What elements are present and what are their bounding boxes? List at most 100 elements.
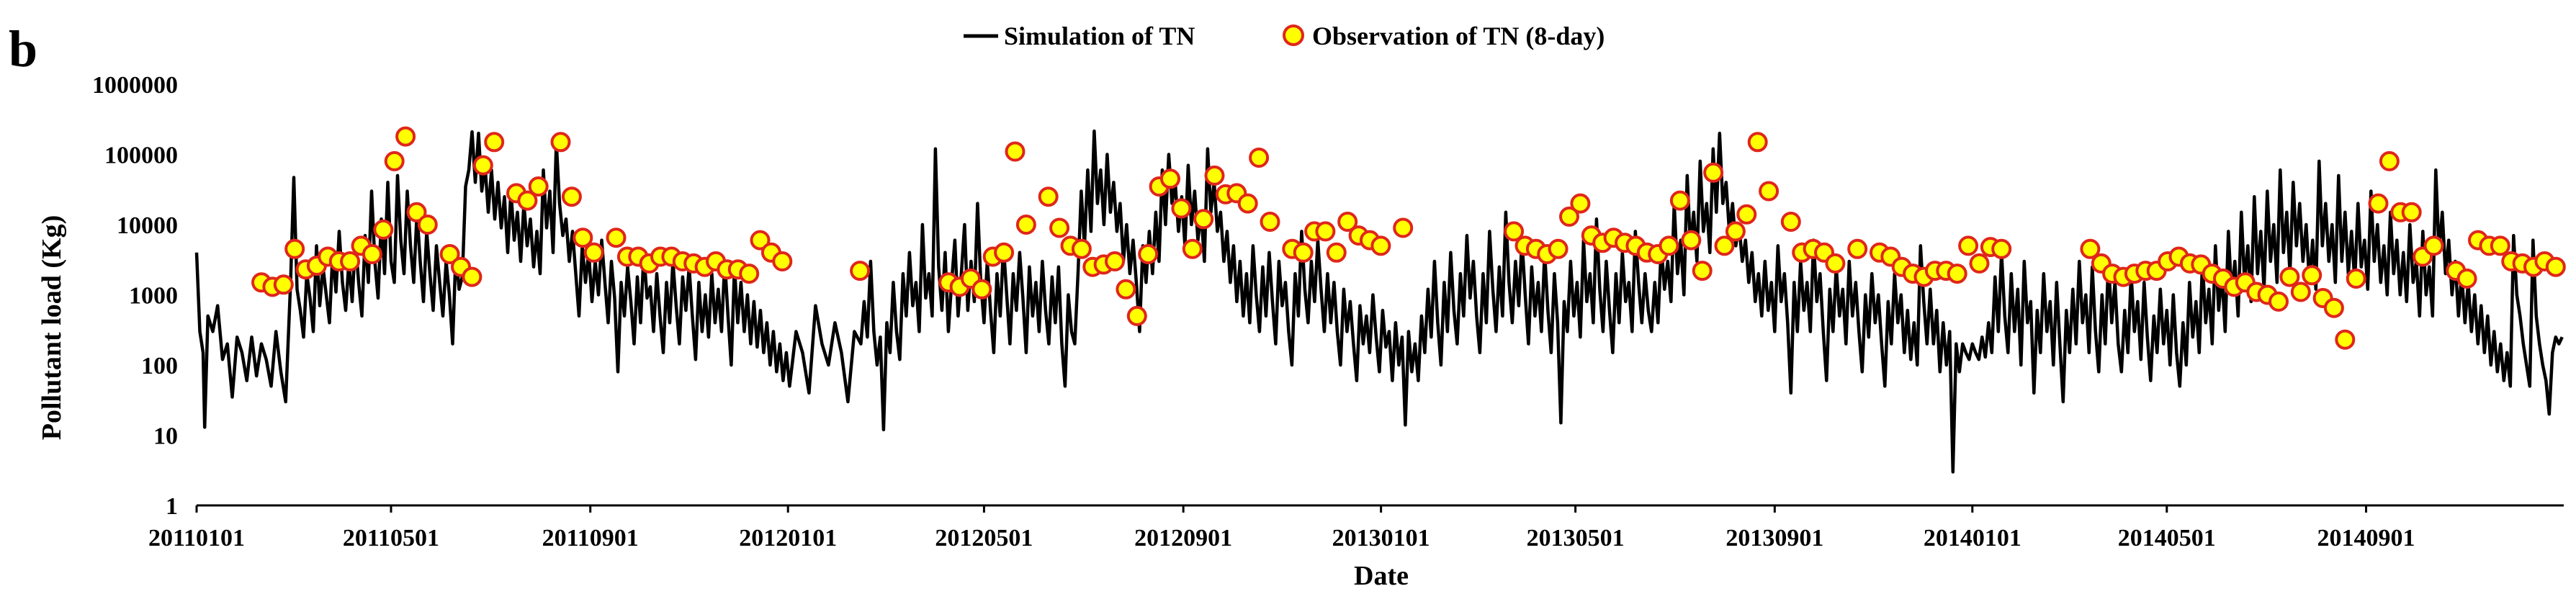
y-axis-label: Pollutant load (Kg) [37,215,67,440]
observation-point [1659,235,1679,256]
observation-point [2401,202,2422,222]
observation-point [1105,251,1125,271]
observation-point [395,126,416,147]
observation-point [1570,193,1591,214]
y-tick-label: 100 [141,353,178,379]
observation-point [1116,279,1136,300]
observation-point [1138,244,1159,264]
observation-point [2323,297,2344,318]
observation-point [384,150,405,171]
x-tick-label: 20130101 [1332,525,1430,551]
observation-point [284,238,305,259]
observation-point [2080,238,2101,259]
y-tick-label: 1 [166,493,178,520]
observation-point [1370,235,1391,256]
observation-point [850,261,871,282]
observation-point [273,274,294,295]
x-tick-label: 20110901 [542,525,639,551]
observation-point [1005,141,1026,162]
observation-point [362,244,382,264]
x-axis-ticks: 20110101 20110501 20110901 20120101 20120501… [148,505,2415,551]
y-axis-ticks: 1 10 100 1000 10000 100000 1000000 [92,72,178,520]
observation-point [406,202,427,222]
observation-point [373,219,394,240]
x-tick-label: 20140101 [1924,525,2021,551]
observation-point [1759,181,1780,202]
observation-point [1669,190,1690,211]
observation-point [1725,221,1746,242]
legend: Simulation of TN Observation of TN (8-da… [964,22,1605,50]
simulation-line [194,129,2564,474]
observation-point [550,132,571,153]
observation-point [1193,209,1214,230]
observation-point [1160,168,1180,189]
observation-point [1015,215,1036,235]
observation-point [1780,212,1801,232]
y-tick-label: 1000 [129,283,178,310]
observation-point [1736,204,1757,225]
observation-point [2335,329,2356,350]
x-tick-label: 20120901 [1134,525,1232,551]
observation-point [1947,264,1967,284]
observation-point [1825,253,1846,274]
observation-point [1237,193,1258,214]
x-tick-label: 20110101 [148,525,245,551]
observation-point [2379,150,2400,171]
observation-point [1681,230,1702,251]
observation-point [2302,265,2323,286]
y-tick-label: 10 [153,423,178,450]
panel-label: b [9,20,37,78]
observation-point [1171,198,1192,219]
observation-point [517,190,538,211]
observation-point [2346,269,2366,289]
observation-points [251,126,2566,350]
observation-point [462,266,483,287]
observation-point [2423,235,2444,256]
x-tick-label: 20130901 [1725,525,1823,551]
y-tick-label: 1000000 [92,72,178,99]
observation-point [971,279,992,300]
observation-point [439,244,460,264]
observation-point [1326,242,1347,263]
observation-point [417,215,438,235]
observation-point [1548,238,1569,259]
observation-point [1958,235,1979,256]
observation-point [1249,148,1270,168]
x-axis-label: Date [1354,561,1409,591]
observation-point [1337,212,1358,232]
observation-point [1293,242,1314,263]
observation-point [2279,266,2300,287]
observation-point [750,230,771,251]
observation-point [1847,238,1868,259]
observation-point [2456,269,2477,289]
observation-point [340,251,361,271]
legend-marker-swatch [1283,24,1304,46]
observation-point [1260,212,1280,232]
legend-simulation-label: Simulation of TN [1004,22,1195,50]
observation-point [1714,235,1735,256]
observation-point [1071,238,1092,259]
observation-point [1182,238,1203,259]
x-tick-label: 20140901 [2317,525,2415,551]
observation-point [2368,193,2389,214]
x-tick-label: 20110501 [343,525,439,551]
observation-point [583,242,604,263]
observation-point [772,251,793,271]
observation-point [561,186,582,207]
observation-point [1559,206,1579,227]
observation-point [2545,256,2566,277]
observation-point [1991,238,2012,259]
observation-point [1747,132,1768,153]
observation-point [1315,221,1336,242]
observation-point [739,264,760,284]
observation-point [2268,291,2289,312]
observation-point [1969,253,1990,274]
observation-point [1504,221,1525,242]
observation-point [1393,217,1414,238]
observation-point [1204,165,1225,186]
observation-point [528,176,549,197]
observation-point [1126,305,1147,326]
y-tick-label: 10000 [117,212,178,239]
observation-point [2290,282,2311,302]
